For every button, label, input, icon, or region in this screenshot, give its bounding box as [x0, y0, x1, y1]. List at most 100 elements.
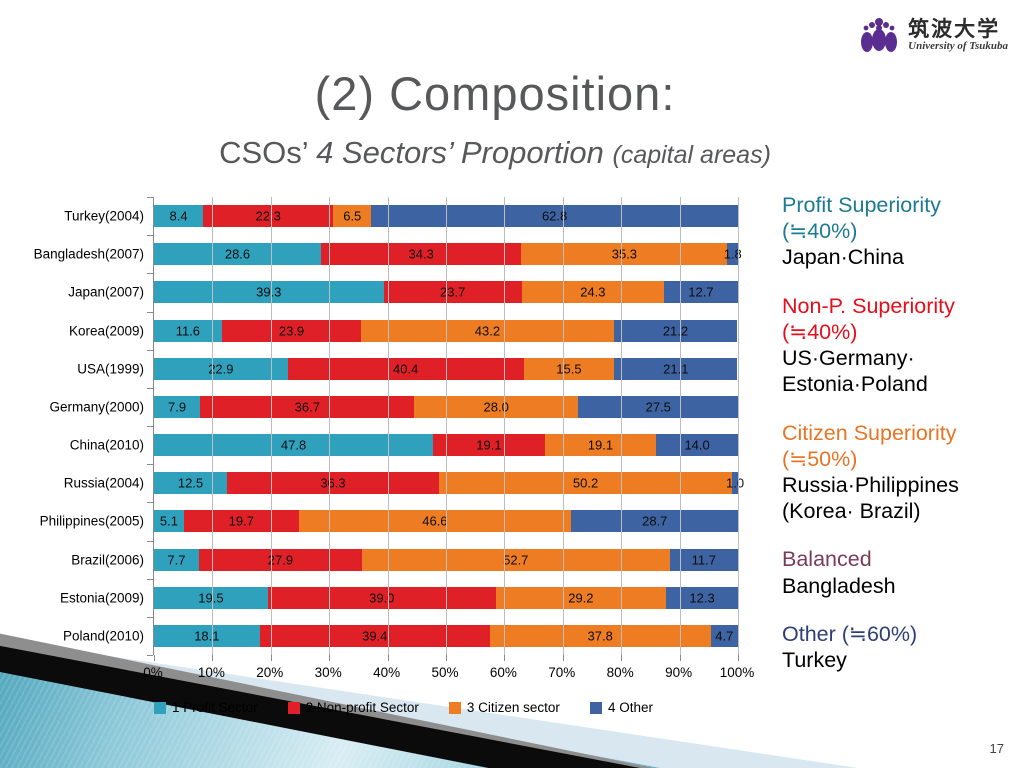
bar-track: 7.7 27.9 52.7 11.7 — [154, 548, 738, 571]
bar-value-label: 4.7 — [715, 628, 734, 644]
category-label: Philippines(2005) — [39, 513, 144, 529]
subtitle-plain: CSOs’ — [219, 135, 317, 170]
chart-row: China(2010) 47.8 19.1 19.1 14.0 — [70, 426, 738, 464]
bar-segment: 40.4 — [287, 357, 524, 380]
x-axis-tick-label: 90% — [665, 665, 693, 680]
bar-segment: 11.7 — [669, 548, 738, 571]
gridline — [387, 197, 389, 655]
legend-label: 2 Non-profit Sector — [305, 700, 419, 715]
bar-segment: 50.2 — [438, 472, 733, 495]
chart-row: Philippines(2005) 5.1 19.7 46.6 28.7 — [40, 502, 739, 540]
bar-value-label: 50.2 — [572, 475, 599, 491]
legend-item: 2 Non-profit Sector — [287, 700, 419, 715]
bar-segment: 5.1 — [154, 510, 184, 533]
axis-tick — [387, 655, 389, 661]
gridline — [212, 197, 214, 655]
bar-segment: 12.3 — [666, 586, 738, 609]
bar-value-label: 28.0 — [483, 399, 509, 415]
legend-label: 4 Other — [607, 700, 653, 715]
composition-chart: Turkey(2004) 8.4 22.3 6.5 62.8 Bangladesh(200… — [30, 192, 777, 737]
legend-item: 3 Citizen sector — [448, 700, 560, 715]
chart-row: Japan(2007) 39.3 23.7 24.3 12.7 — [68, 273, 738, 311]
axis-tick — [147, 540, 153, 542]
bar-segment: 11.6 — [154, 319, 222, 342]
bar-segment: 12.5 — [154, 472, 227, 495]
x-axis-tick-label: 70% — [548, 665, 576, 680]
bar-value-label: 36.3 — [320, 475, 346, 491]
bar-segment: 36.3 — [227, 472, 439, 495]
bar-segment: 62.8 — [371, 205, 738, 228]
gridline — [679, 197, 681, 655]
bar-segment: 36.7 — [200, 395, 415, 418]
bar-value-label: 19.1 — [587, 437, 614, 453]
gridline — [446, 197, 447, 655]
bar-segment: 47.8 — [154, 434, 434, 457]
category-label: Germany(2000) — [49, 399, 144, 415]
axis-tick — [504, 655, 506, 661]
bar-value-label: 6.5 — [343, 208, 362, 224]
bar-value-label: 52.7 — [503, 552, 529, 568]
annotation-heading: Other (≒60%) — [782, 621, 918, 646]
gridline — [504, 197, 506, 655]
bar-value-label: 39.4 — [362, 628, 388, 644]
subtitle-italic: 4 Sectors’ Proportion — [316, 135, 613, 170]
page-title: (2) Composition: — [314, 67, 676, 120]
bar-value-label: 27.9 — [267, 552, 294, 568]
axis-tick — [147, 578, 153, 580]
gridline — [621, 197, 623, 655]
chart-row: Bangladesh(2007) 28.6 34.3 35.3 1.8 — [34, 235, 742, 273]
bar-value-label: 22.9 — [208, 361, 234, 377]
bar-segment: 46.6 — [298, 510, 571, 533]
bar-value-label: 23.9 — [278, 323, 305, 339]
category-label: China(2010) — [69, 437, 144, 453]
category-label: Russia(2004) — [63, 475, 144, 491]
annotation-body: Russia·Philippines — [782, 472, 959, 497]
bar-segment: 28.0 — [414, 395, 578, 418]
bar-value-label: 7.9 — [168, 399, 187, 415]
page-subtitle: CSOs’ 4 Sectors’ Proportion (capital are… — [0, 135, 990, 171]
bar-value-label: 11.6 — [175, 323, 201, 339]
annotation-heading: (≒50%) — [782, 446, 858, 471]
chart-row: Brazil(2006) 7.7 27.9 52.7 11.7 — [71, 541, 738, 579]
bar-segment: 28.6 — [154, 243, 322, 266]
category-label: USA(1999) — [77, 361, 144, 377]
bar-track: 7.9 36.7 28.0 27.5 — [154, 395, 739, 418]
category-label: Poland(2010) — [62, 628, 144, 644]
bar-segment: 14.0 — [656, 434, 738, 457]
bar-value-label: 7.7 — [167, 552, 186, 568]
bar-segment: 28.7 — [570, 510, 739, 533]
bar-segment: 1.0 — [726, 472, 744, 495]
logo-japanese-name: 筑波大学 — [908, 18, 1001, 42]
annotation-body: US·Germany· — [782, 346, 915, 371]
category-label: Turkey(2004) — [64, 208, 144, 224]
legend-swatch — [589, 701, 602, 714]
bar-value-label: 1.0 — [726, 475, 745, 491]
bar-value-label: 40.4 — [393, 361, 419, 377]
annotation-body: Estonia·Poland — [782, 372, 928, 397]
bar-segment: 1.8 — [724, 243, 742, 266]
bar-value-label: 18.1 — [194, 628, 220, 644]
bar-segment: 52.7 — [361, 548, 670, 571]
bar-value-label: 24.3 — [580, 284, 606, 300]
axis-tick — [147, 616, 153, 618]
bar-segment: 22.9 — [154, 357, 288, 380]
axis-tick — [679, 655, 681, 661]
bar-track: 12.5 36.3 50.2 1.0 — [154, 472, 744, 495]
x-axis-tick-label: 50% — [431, 665, 459, 680]
bar-segment: 43.2 — [361, 319, 614, 342]
bar-segment: 4.7 — [710, 624, 738, 647]
axis-tick — [147, 387, 153, 389]
axis-tick — [621, 655, 623, 661]
axis-tick — [147, 464, 153, 466]
bar-value-label: 23.7 — [440, 284, 466, 300]
bar-value-label: 19.1 — [476, 437, 502, 453]
axis-tick — [562, 655, 564, 661]
axis-tick — [147, 426, 153, 427]
gridline — [738, 197, 739, 655]
subtitle-paren: (capital areas) — [612, 141, 771, 169]
bar-value-label: 22.3 — [255, 208, 281, 224]
bar-value-label: 21.1 — [663, 361, 689, 377]
bar-segment: 19.1 — [544, 434, 657, 457]
annotation-block: Other (≒60%) Turkey — [782, 621, 1022, 673]
bar-segment: 27.9 — [198, 548, 362, 571]
